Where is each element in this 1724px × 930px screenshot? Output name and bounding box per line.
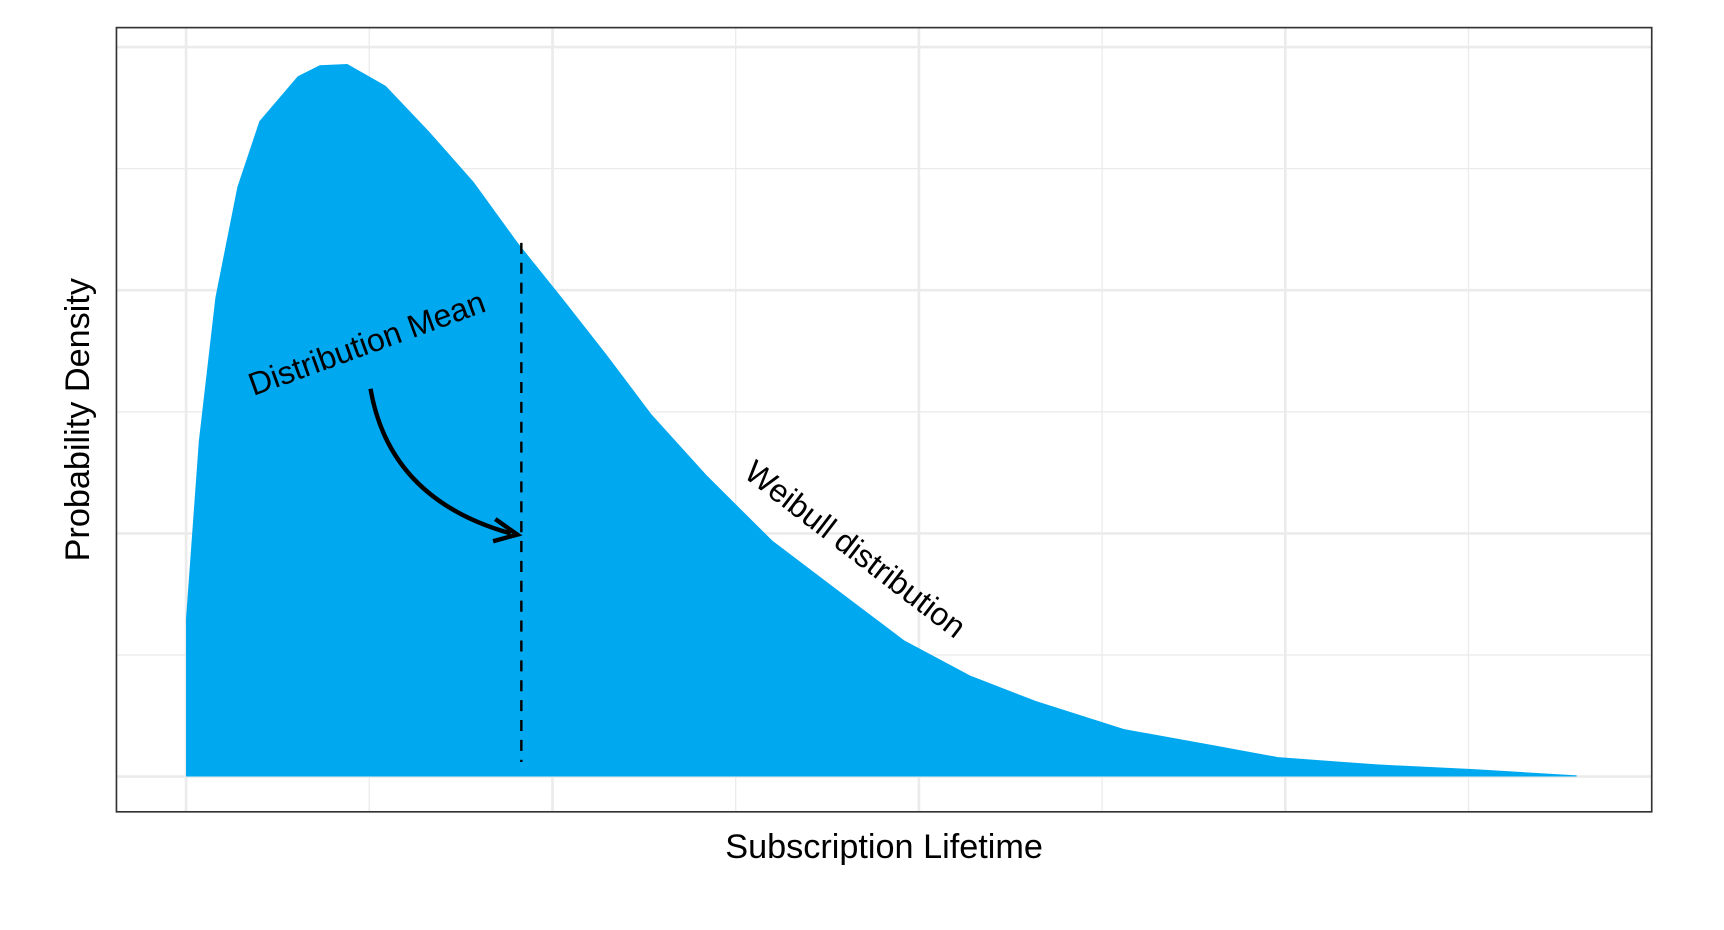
x-axis-label: Subscription Lifetime [725, 828, 1043, 866]
panel-border [115, 26, 1653, 813]
arrow-head-icon [492, 517, 523, 544]
density-area [186, 64, 1577, 777]
arrow-to-mean [368, 388, 512, 536]
y-axis-label: Probability Density [59, 277, 97, 561]
